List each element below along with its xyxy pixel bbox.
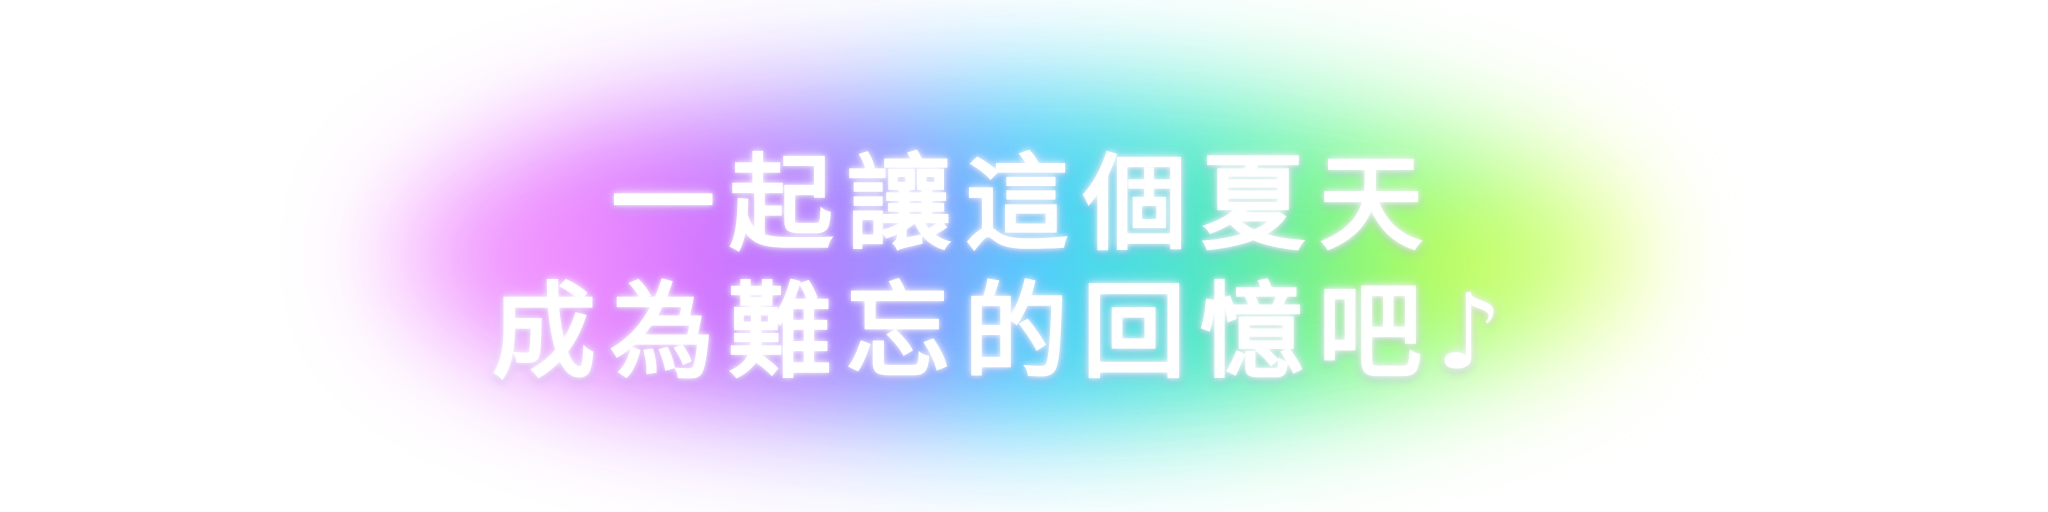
rainbow-glow-core: [520, 150, 1520, 380]
headline-line-1: 一起讓這個夏天: [610, 143, 1437, 265]
headline-text: 一起讓這個夏天 成為難忘的回憶吧♪: [0, 140, 2048, 396]
headline-line-2: 成為難忘的回憶吧♪: [491, 271, 1517, 393]
